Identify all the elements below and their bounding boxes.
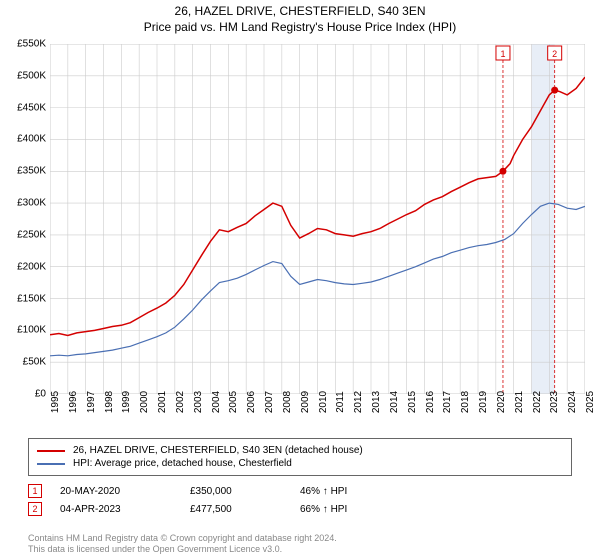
y-tick-label: £350K bbox=[17, 166, 46, 177]
legend-swatch bbox=[37, 450, 65, 452]
event-pct: 46% ↑ HPI bbox=[300, 486, 430, 497]
footer-line2: This data is licensed under the Open Gov… bbox=[28, 544, 337, 556]
x-tick-label: 2001 bbox=[157, 391, 168, 413]
x-tick-label: 2000 bbox=[139, 391, 150, 413]
x-tick-label: 2018 bbox=[460, 391, 471, 413]
y-tick-label: £0 bbox=[35, 389, 46, 400]
legend-swatch bbox=[37, 463, 65, 465]
y-tick-label: £200K bbox=[17, 261, 46, 272]
x-tick-label: 1995 bbox=[50, 391, 61, 413]
event-date: 04-APR-2023 bbox=[60, 504, 190, 515]
y-tick-label: £450K bbox=[17, 102, 46, 113]
event-marker: 2 bbox=[28, 502, 42, 516]
svg-text:1: 1 bbox=[500, 49, 505, 59]
svg-text:2: 2 bbox=[552, 49, 557, 59]
x-tick-label: 2005 bbox=[228, 391, 239, 413]
y-tick-label: £300K bbox=[17, 198, 46, 209]
x-tick-label: 2022 bbox=[532, 391, 543, 413]
x-tick-label: 2007 bbox=[264, 391, 275, 413]
x-tick-label: 2023 bbox=[549, 391, 560, 413]
footer: Contains HM Land Registry data © Crown c… bbox=[28, 533, 337, 556]
x-tick-label: 2004 bbox=[211, 391, 222, 413]
y-tick-label: £550K bbox=[17, 39, 46, 50]
event-pct: 66% ↑ HPI bbox=[300, 504, 430, 515]
x-tick-label: 2025 bbox=[585, 391, 596, 413]
x-tick-label: 1997 bbox=[86, 391, 97, 413]
legend-item: 26, HAZEL DRIVE, CHESTERFIELD, S40 3EN (… bbox=[37, 445, 563, 456]
event-row: 2 04-APR-2023£477,50066% ↑ HPI bbox=[28, 502, 572, 516]
chart-container: 26, HAZEL DRIVE, CHESTERFIELD, S40 3EN P… bbox=[0, 0, 600, 560]
x-tick-label: 1996 bbox=[68, 391, 79, 413]
y-tick-label: £150K bbox=[17, 293, 46, 304]
x-tick-label: 2012 bbox=[353, 391, 364, 413]
x-tick-label: 2008 bbox=[282, 391, 293, 413]
x-tick-label: 1999 bbox=[121, 391, 132, 413]
x-tick-label: 2016 bbox=[425, 391, 436, 413]
x-tick-label: 2011 bbox=[335, 391, 346, 413]
x-tick-label: 2002 bbox=[175, 391, 186, 413]
y-tick-label: £400K bbox=[17, 134, 46, 145]
event-table: 1 20-MAY-2020£350,00046% ↑ HPI 2 04-APR-202… bbox=[28, 480, 572, 520]
x-tick-label: 2020 bbox=[496, 391, 507, 413]
event-price: £350,000 bbox=[190, 486, 300, 497]
y-tick-label: £100K bbox=[17, 325, 46, 336]
event-row: 1 20-MAY-2020£350,00046% ↑ HPI bbox=[28, 484, 572, 498]
x-tick-label: 2017 bbox=[442, 391, 453, 413]
x-tick-label: 2024 bbox=[567, 391, 578, 413]
x-tick-label: 2003 bbox=[193, 391, 204, 413]
x-tick-label: 2019 bbox=[478, 391, 489, 413]
event-marker: 1 bbox=[28, 484, 42, 498]
x-axis: 1995199619971998199920002001200220032004… bbox=[50, 398, 585, 438]
x-tick-label: 2009 bbox=[300, 391, 311, 413]
chart-title-block: 26, HAZEL DRIVE, CHESTERFIELD, S40 3EN P… bbox=[0, 0, 600, 34]
x-tick-label: 2006 bbox=[246, 391, 257, 413]
x-tick-label: 1998 bbox=[104, 391, 115, 413]
event-date: 20-MAY-2020 bbox=[60, 486, 190, 497]
x-tick-label: 2015 bbox=[407, 391, 418, 413]
chart-plot-area: 12 bbox=[50, 44, 585, 394]
x-tick-label: 2013 bbox=[371, 391, 382, 413]
x-tick-label: 2014 bbox=[389, 391, 400, 413]
y-axis: £0£50K£100K£150K£200K£250K£300K£350K£400… bbox=[0, 44, 48, 394]
event-price: £477,500 bbox=[190, 504, 300, 515]
y-tick-label: £50K bbox=[23, 357, 46, 368]
legend: 26, HAZEL DRIVE, CHESTERFIELD, S40 3EN (… bbox=[28, 438, 572, 476]
y-tick-label: £250K bbox=[17, 229, 46, 240]
legend-label: 26, HAZEL DRIVE, CHESTERFIELD, S40 3EN (… bbox=[73, 445, 363, 456]
x-tick-label: 2010 bbox=[318, 391, 329, 413]
chart-title: 26, HAZEL DRIVE, CHESTERFIELD, S40 3EN bbox=[0, 4, 600, 18]
footer-line1: Contains HM Land Registry data © Crown c… bbox=[28, 533, 337, 545]
chart-subtitle: Price paid vs. HM Land Registry's House … bbox=[0, 20, 600, 34]
chart-svg: 12 bbox=[50, 44, 585, 394]
legend-item: HPI: Average price, detached house, Ches… bbox=[37, 458, 563, 469]
x-tick-label: 2021 bbox=[514, 391, 525, 413]
y-tick-label: £500K bbox=[17, 70, 46, 81]
legend-label: HPI: Average price, detached house, Ches… bbox=[73, 458, 292, 469]
